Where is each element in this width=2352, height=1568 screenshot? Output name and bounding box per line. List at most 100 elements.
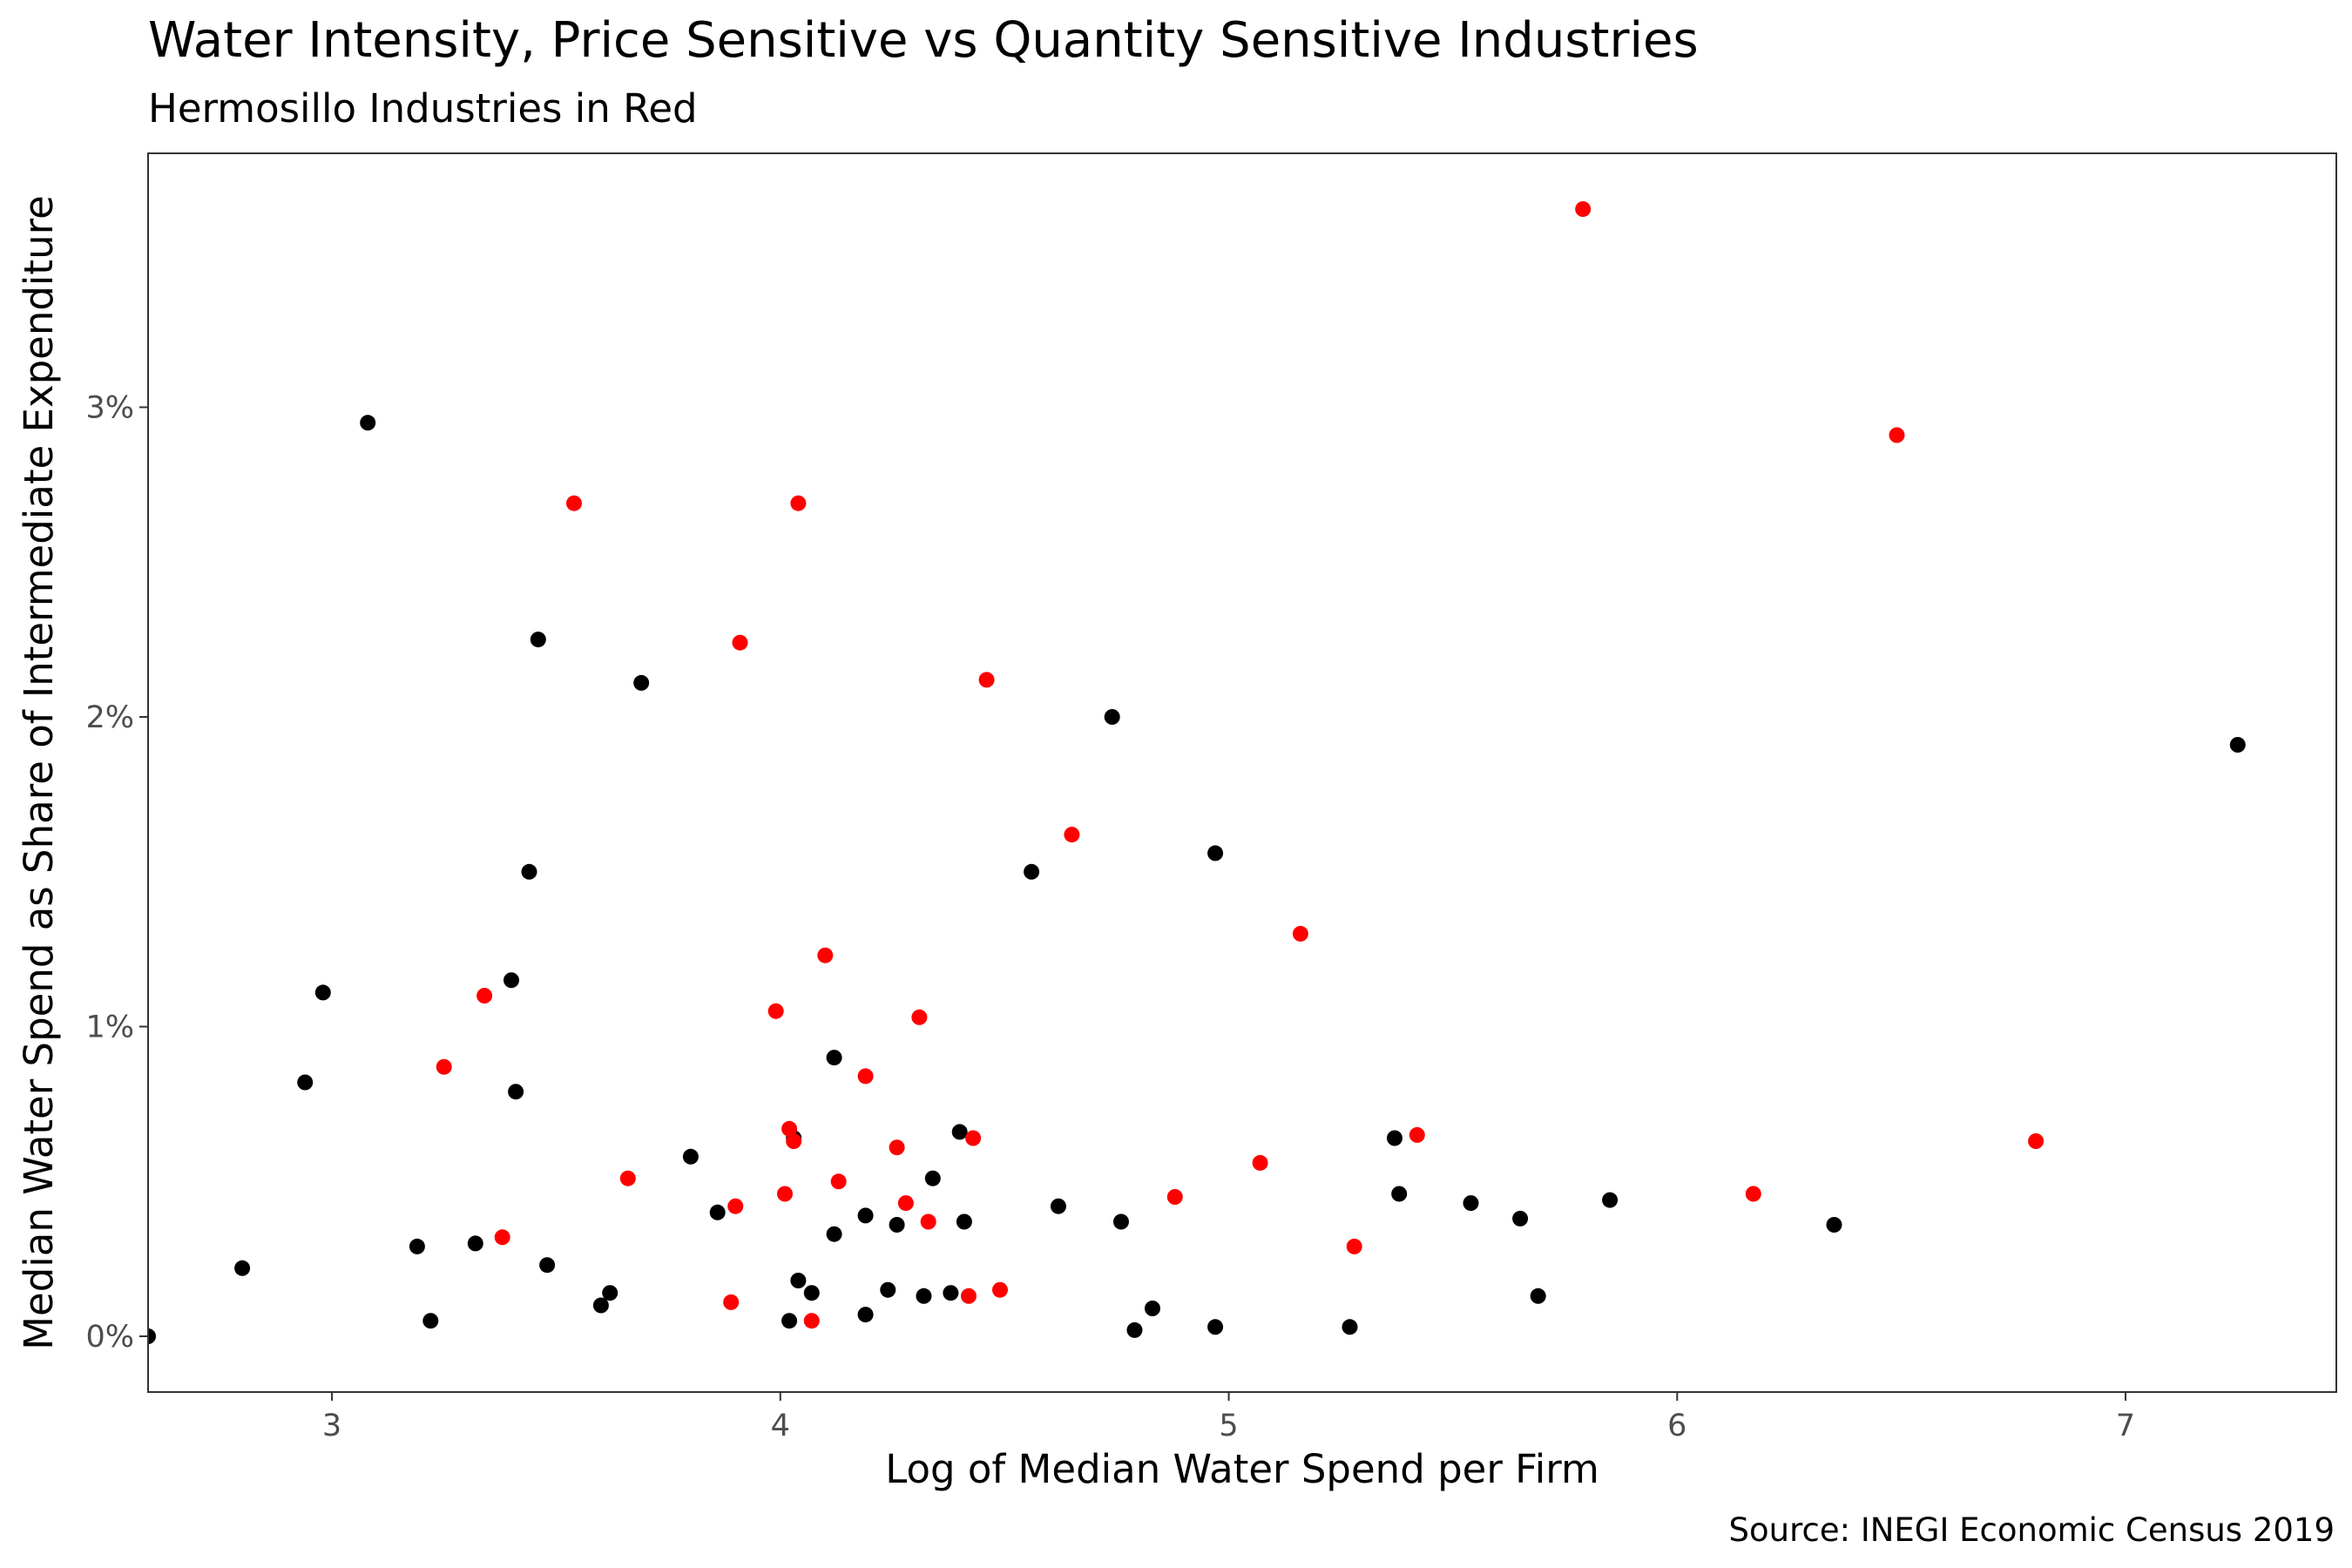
x-tick-label: 4 [771, 1409, 790, 1443]
hermosillo-point [920, 1213, 936, 1230]
industry-point [826, 1226, 842, 1242]
hermosillo-point [1166, 1189, 1183, 1205]
hermosillo-point [732, 634, 748, 651]
y-axis-title: Median Water Spend as Share of Intermedi… [16, 195, 62, 1350]
hermosillo-point [781, 1120, 798, 1137]
hermosillo-point [727, 1198, 744, 1214]
hermosillo-point [961, 1288, 977, 1304]
y-tick-label: 2% [85, 700, 134, 735]
hermosillo-point [790, 495, 807, 511]
y-tick-label: 1% [85, 1010, 134, 1045]
x-tick-label: 5 [1219, 1409, 1238, 1443]
x-tick-label: 6 [1667, 1409, 1686, 1443]
hermosillo-point [2028, 1133, 2044, 1149]
x-tick-label: 7 [2116, 1409, 2135, 1443]
industry-point [422, 1313, 439, 1329]
industry-point [889, 1217, 905, 1233]
hermosillo-point [857, 1068, 874, 1085]
industry-point [521, 863, 537, 880]
industry-point [1113, 1213, 1129, 1230]
chart-title: Water Intensity, Price Sensitive vs Quan… [148, 12, 1699, 69]
industry-point [467, 1235, 483, 1252]
industry-point [1145, 1301, 1160, 1316]
industry-point [790, 1273, 807, 1288]
hermosillo-point [619, 1170, 636, 1186]
industry-point [297, 1074, 314, 1091]
industry-point [857, 1207, 874, 1224]
industry-point [956, 1213, 972, 1230]
y-tick-label: 0% [85, 1320, 134, 1355]
industry-point [1207, 1319, 1224, 1335]
industry-point [633, 674, 650, 691]
industry-point [803, 1285, 820, 1301]
x-axis: 3 4 5 6 7 [322, 1392, 2135, 1443]
industry-point [1530, 1288, 1546, 1304]
industry-point [943, 1285, 959, 1301]
industry-point [539, 1257, 556, 1274]
industry-point [592, 1297, 609, 1314]
industry-point [360, 415, 376, 431]
industry-point [1512, 1210, 1529, 1227]
hermosillo-point [911, 1009, 928, 1025]
industry-point [880, 1281, 896, 1298]
chart-caption: Source: INEGI Economic Census 2019 [1728, 1511, 2335, 1549]
hermosillo-point [723, 1294, 740, 1310]
industry-point [148, 1328, 156, 1344]
x-tick-label: 3 [322, 1409, 341, 1443]
x-axis-title: Log of Median Water Spend per Firm [885, 1446, 1599, 1492]
hermosillo-point [1409, 1126, 1425, 1143]
hermosillo-point [803, 1313, 820, 1329]
hermosillo-point [1575, 201, 1592, 217]
industry-point [1463, 1195, 1479, 1212]
industry-point [857, 1307, 874, 1323]
chart-subtitle: Hermosillo Industries in Red [148, 85, 698, 132]
hermosillo-point [830, 1173, 847, 1190]
industry-point [314, 984, 331, 1001]
industry-point [1391, 1186, 1408, 1202]
hermosillo-point [767, 1003, 784, 1019]
industry-point [1051, 1198, 1066, 1214]
industry-point [1104, 709, 1120, 725]
industry-point [826, 1050, 842, 1066]
industry-point [2229, 737, 2246, 753]
hermosillo-point [897, 1195, 914, 1212]
panel-border [147, 152, 2337, 1393]
y-axis: 0% 1% 2% 3% [85, 391, 148, 1355]
hermosillo-point [965, 1130, 982, 1146]
industry-point [1024, 863, 1040, 880]
industry-point [709, 1204, 726, 1220]
industry-point [1826, 1217, 1842, 1233]
hermosillo-point [1292, 925, 1308, 942]
hermosillo-point [494, 1229, 510, 1246]
industry-point [682, 1148, 699, 1165]
industry-point [234, 1260, 251, 1276]
industry-point [1387, 1130, 1402, 1146]
y-tick-label: 3% [85, 391, 134, 426]
industry-point [951, 1124, 968, 1140]
hermosillo-point [889, 1139, 905, 1156]
industry-point [508, 1084, 524, 1100]
industry-point [504, 972, 519, 989]
hermosillo-point [566, 495, 582, 511]
industry-point [1342, 1319, 1358, 1335]
hermosillo-point [436, 1058, 452, 1075]
hermosillo-point [777, 1186, 793, 1202]
hermosillo-point [992, 1281, 1008, 1298]
hermosillo-point [1252, 1154, 1268, 1171]
hermosillo-point [817, 947, 834, 963]
industry-point [916, 1288, 932, 1304]
industry-point [1602, 1192, 1619, 1208]
points-layer [148, 201, 2246, 1344]
hermosillo-point [978, 672, 995, 688]
industry-point [409, 1238, 425, 1254]
industry-point [602, 1285, 618, 1301]
industry-point [924, 1170, 941, 1186]
industry-point [530, 632, 546, 648]
industry-point [781, 1313, 798, 1329]
hermosillo-point [1064, 827, 1080, 843]
hermosillo-point [1346, 1238, 1362, 1254]
industry-point [1207, 845, 1224, 862]
industry-point [1126, 1321, 1143, 1338]
hermosillo-point [1889, 427, 1905, 443]
